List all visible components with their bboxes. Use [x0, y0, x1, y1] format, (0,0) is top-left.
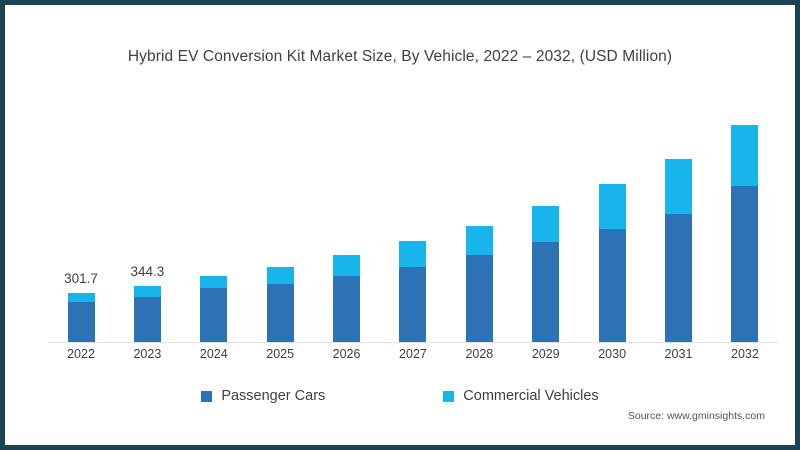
bar-stack-2032[interactable] — [731, 124, 759, 342]
bar-segment-commercial-vehicles-2027[interactable] — [399, 241, 427, 268]
bar-value-label-2023: 344.3 — [130, 264, 165, 280]
bar-group-2028[interactable] — [446, 105, 512, 342]
bar-segment-passenger-cars-2023[interactable] — [133, 297, 161, 342]
x-axis-label-2025: 2025 — [266, 347, 295, 361]
bar-series-container: 301.7 344.3 — [48, 105, 778, 342]
x-axis-label-2028: 2028 — [465, 347, 494, 361]
legend-item-passenger-cars[interactable]: Passenger Cars — [201, 388, 325, 404]
bar-segment-passenger-cars-2024[interactable] — [200, 287, 228, 342]
legend-label: Commercial Vehicles — [463, 388, 599, 404]
bar-segment-passenger-cars-2029[interactable] — [532, 242, 560, 342]
chart-legend: Passenger Cars Commercial Vehicles — [10, 388, 790, 404]
bar-segment-commercial-vehicles-2032[interactable] — [731, 124, 759, 187]
bar-segment-passenger-cars-2026[interactable] — [333, 275, 361, 342]
legend-label: Passenger Cars — [221, 388, 326, 404]
bar-segment-commercial-vehicles-2024[interactable] — [200, 275, 228, 288]
x-axis-line — [48, 342, 778, 343]
chart-canvas: Hybrid EV Conversion Kit Market Size, By… — [10, 10, 790, 440]
bar-group-2022[interactable]: 301.7 — [48, 105, 114, 342]
x-axis-label-2032: 2032 — [731, 347, 759, 361]
legend-item-commercial-vehicles[interactable]: Commercial Vehicles — [443, 388, 599, 404]
x-axis-label-2030: 2030 — [598, 347, 627, 361]
bar-stack-2028[interactable] — [465, 225, 493, 342]
bar-group-2023[interactable]: 344.3 — [114, 105, 180, 342]
bar-segment-commercial-vehicles-2025[interactable] — [266, 267, 294, 285]
x-axis-label-2029: 2029 — [531, 347, 560, 361]
x-axis-label-2026: 2026 — [332, 347, 361, 361]
plot-area: 301.7 344.3 — [48, 105, 778, 343]
bar-stack-2029[interactable] — [532, 205, 560, 342]
bar-value-label-2022: 301.7 — [64, 271, 98, 287]
bar-segment-commercial-vehicles-2022[interactable] — [67, 293, 95, 303]
bar-stack-2031[interactable] — [665, 159, 693, 342]
bar-segment-passenger-cars-2030[interactable] — [598, 229, 626, 342]
bar-segment-commercial-vehicles-2031[interactable] — [665, 159, 693, 214]
source-attribution: Source: www.gminsights.com — [627, 410, 765, 422]
bar-stack-2024[interactable] — [200, 275, 228, 342]
bar-segment-passenger-cars-2032[interactable] — [731, 186, 759, 342]
bar-group-2025[interactable] — [247, 105, 313, 342]
x-axis-tick-labels: 2022 2023 2024 2025 2026 2027 2028 2029 2030 2031… — [48, 347, 778, 361]
x-axis-label-2031: 2031 — [664, 347, 693, 361]
bar-group-2032[interactable] — [712, 105, 778, 342]
chart-title: Hybrid EV Conversion Kit Market Size, By… — [127, 48, 673, 65]
x-axis-label-2027: 2027 — [399, 347, 427, 361]
bar-segment-passenger-cars-2031[interactable] — [665, 213, 693, 342]
legend-swatch-icon — [201, 390, 213, 402]
x-axis-label-2023: 2023 — [133, 347, 162, 361]
bar-segment-commercial-vehicles-2029[interactable] — [532, 205, 560, 243]
x-axis-label-2022: 2022 — [67, 347, 95, 361]
bar-stack-2030[interactable] — [598, 184, 626, 342]
bar-segment-passenger-cars-2028[interactable] — [465, 255, 493, 342]
bar-segment-commercial-vehicles-2026[interactable] — [333, 255, 361, 276]
bar-stack-2025[interactable] — [266, 267, 294, 342]
bar-group-2027[interactable] — [380, 105, 446, 342]
x-axis-label-2024: 2024 — [199, 347, 228, 361]
bar-group-2026[interactable] — [314, 105, 380, 342]
bar-segment-passenger-cars-2025[interactable] — [266, 284, 294, 342]
bar-segment-commercial-vehicles-2028[interactable] — [465, 225, 493, 255]
bar-group-2029[interactable] — [513, 105, 579, 342]
bar-segment-passenger-cars-2022[interactable] — [67, 302, 95, 342]
legend-swatch-icon — [443, 390, 455, 402]
bar-segment-commercial-vehicles-2030[interactable] — [598, 184, 626, 230]
bar-stack-2027[interactable] — [399, 241, 427, 342]
bar-stack-2026[interactable] — [333, 255, 361, 342]
bar-stack-2023[interactable] — [133, 286, 161, 342]
bar-group-2031[interactable] — [646, 105, 712, 342]
bar-segment-commercial-vehicles-2023[interactable] — [133, 286, 161, 298]
bar-group-2024[interactable] — [181, 105, 247, 342]
bar-group-2030[interactable] — [579, 105, 645, 342]
bar-stack-2022[interactable] — [67, 293, 95, 342]
bar-segment-passenger-cars-2027[interactable] — [399, 267, 427, 342]
